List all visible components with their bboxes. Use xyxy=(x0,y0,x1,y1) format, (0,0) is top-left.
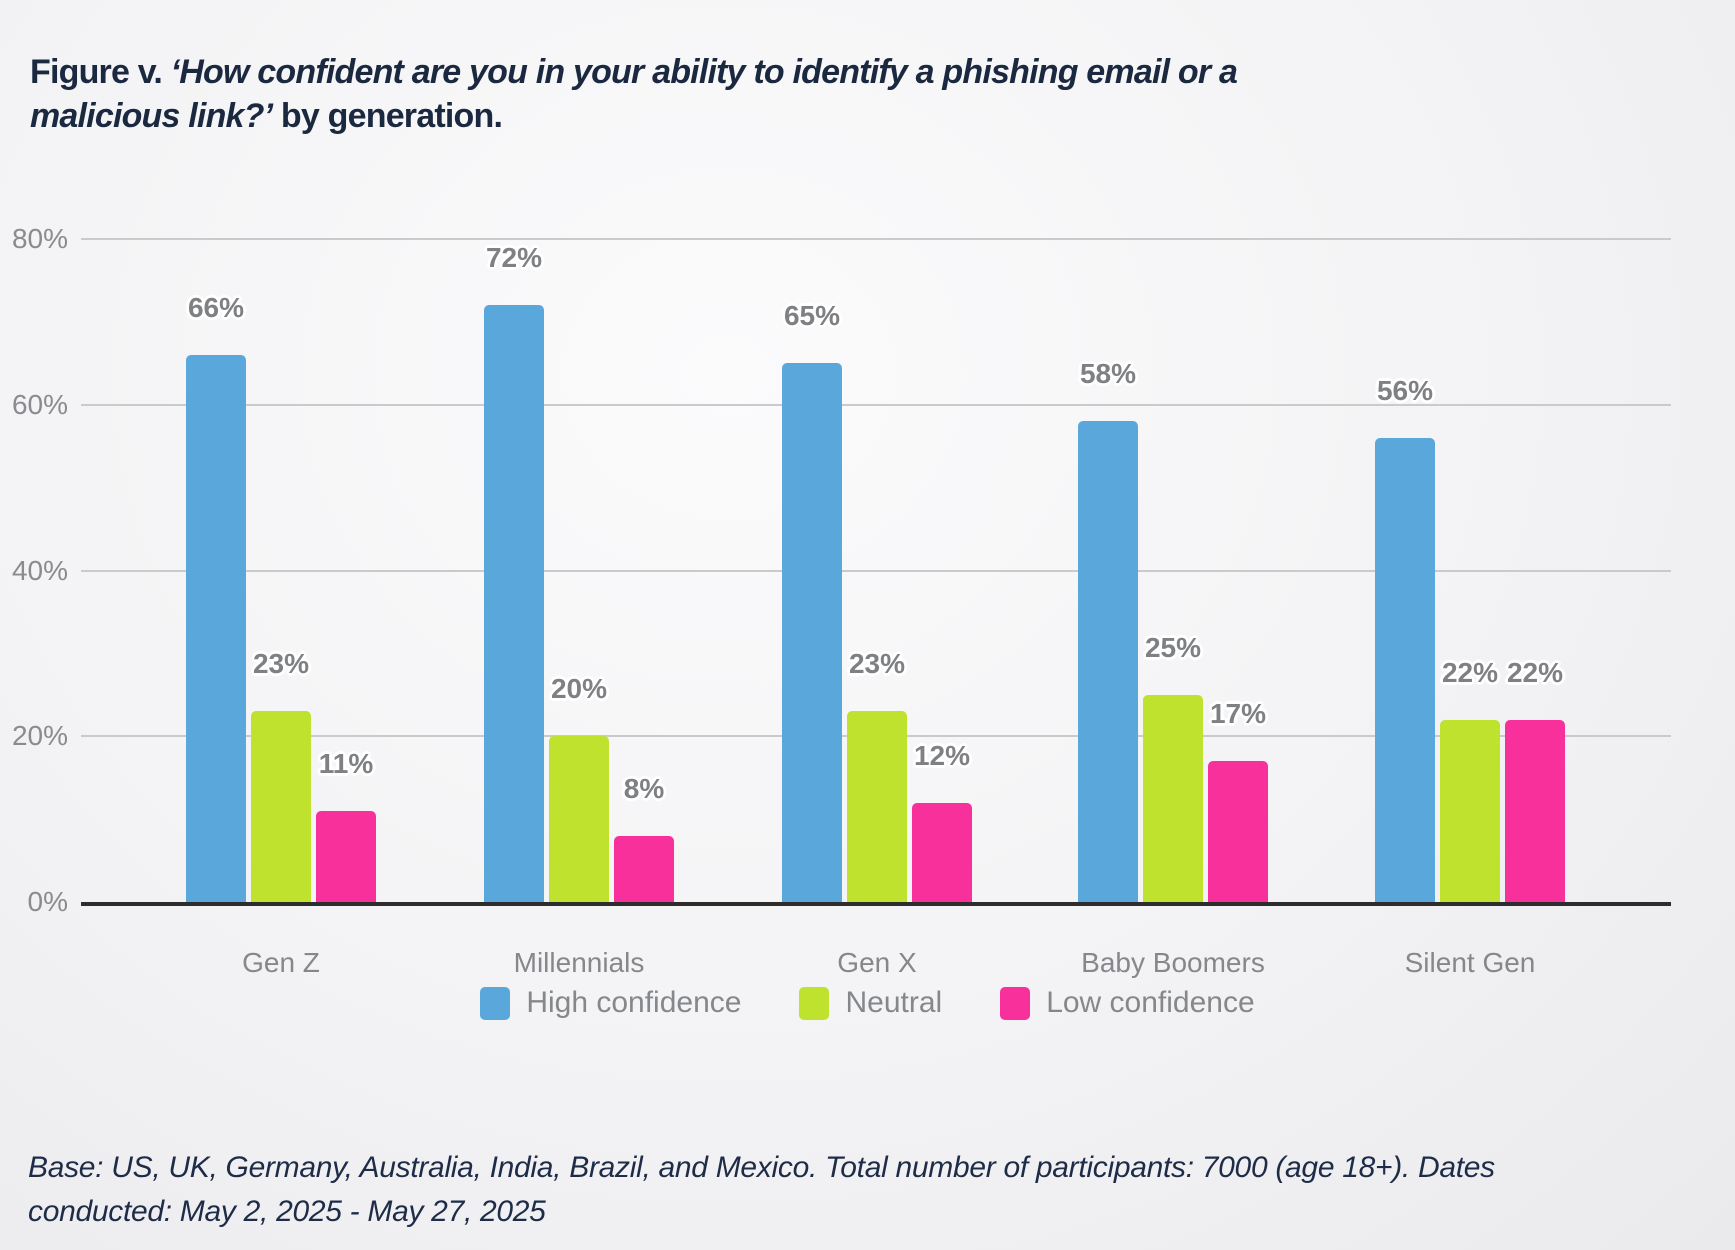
bar-gen-x-high-confidence xyxy=(782,363,842,902)
legend-label: High confidence xyxy=(526,986,742,1019)
bar-millennials-high-confidence xyxy=(484,305,544,902)
bar-silent-gen-neutral xyxy=(1440,719,1500,902)
y-axis-tick-label: 0% xyxy=(27,886,68,917)
bar-silent-gen-high-confidence xyxy=(1375,437,1435,902)
bar-value-label: 22% xyxy=(1441,656,1499,688)
bar-baby-boomers-low-confidence xyxy=(1208,761,1268,902)
figure-title-suffix: by generation. xyxy=(272,97,503,135)
y-axis-tick-label: 40% xyxy=(11,554,68,586)
gridline-40 xyxy=(81,569,1671,572)
bar-gen-x-low-confidence xyxy=(912,802,972,902)
bar-value-label: 8% xyxy=(623,772,665,804)
legend-item-high-confidence: High confidence xyxy=(480,986,741,1020)
low-confidence-swatch-icon xyxy=(1000,986,1031,1020)
bar-gen-z-low-confidence xyxy=(316,810,376,902)
bar-value-label: 17% xyxy=(1209,698,1267,730)
high-confidence-swatch-icon xyxy=(480,986,511,1020)
y-axis-tick-label: 20% xyxy=(11,720,68,752)
legend-label: Neutral xyxy=(845,986,943,1019)
figure-title: Figure v. ‘How confident are you in your… xyxy=(30,50,1238,138)
bar-value-label: 65% xyxy=(783,300,841,332)
bar-value-label: 23% xyxy=(848,648,906,680)
base-note-line1: Base: US, UK, Germany, Australia, India,… xyxy=(28,1151,1495,1184)
category-label-millennials: Millennials xyxy=(513,947,645,978)
figure-title-prefix: Figure v. xyxy=(30,53,171,91)
legend-label: Low confidence xyxy=(1046,986,1255,1019)
legend-item-neutral: Neutral xyxy=(799,986,942,1020)
base-note: Base: US, UK, Germany, Australia, India,… xyxy=(28,1146,1495,1234)
base-note-line2: conducted: May 2, 2025 - May 27, 2025 xyxy=(28,1195,546,1228)
bar-value-label: 11% xyxy=(318,747,374,779)
bar-millennials-neutral xyxy=(549,736,609,902)
neutral-swatch-icon xyxy=(799,986,830,1020)
bar-gen-z-neutral xyxy=(251,711,311,902)
category-label-silent-gen: Silent Gen xyxy=(1404,947,1536,978)
bar-value-label: 58% xyxy=(1079,358,1137,390)
bar-value-label: 12% xyxy=(913,739,971,771)
bar-value-label: 22% xyxy=(1506,656,1564,688)
x-axis-line xyxy=(81,902,1671,906)
bar-gen-x-neutral xyxy=(847,711,907,902)
bar-baby-boomers-neutral xyxy=(1143,694,1203,902)
category-label-gen-z: Gen Z xyxy=(242,947,320,978)
bar-baby-boomers-high-confidence xyxy=(1078,421,1138,902)
bar-value-label: 56% xyxy=(1376,374,1434,406)
category-label-baby-boomers: Baby Boomers xyxy=(1081,947,1265,978)
bar-value-label: 23% xyxy=(252,648,310,680)
y-axis-tick-label: 60% xyxy=(11,388,68,420)
bar-gen-z-high-confidence xyxy=(186,355,246,902)
category-label-gen-x: Gen X xyxy=(837,947,917,978)
bar-value-label: 66% xyxy=(187,292,245,324)
figure-title-question-part1: ‘How confident are you in your ability t… xyxy=(170,53,1238,91)
gridline-80 xyxy=(81,238,1671,240)
chart-legend: High confidence Neutral Low confidence xyxy=(0,986,1735,1020)
gridline-60 xyxy=(81,403,1671,406)
y-axis-tick-label: 80% xyxy=(11,223,68,254)
bar-value-label: 25% xyxy=(1144,631,1202,663)
bar-silent-gen-low-confidence xyxy=(1505,719,1565,902)
legend-item-low-confidence: Low confidence xyxy=(1000,986,1255,1020)
bar-value-label: 72% xyxy=(485,242,543,274)
figure-title-question-part2: malicious link?’ xyxy=(30,97,273,135)
bar-millennials-low-confidence xyxy=(614,835,674,902)
bar-value-label: 20% xyxy=(550,673,608,705)
